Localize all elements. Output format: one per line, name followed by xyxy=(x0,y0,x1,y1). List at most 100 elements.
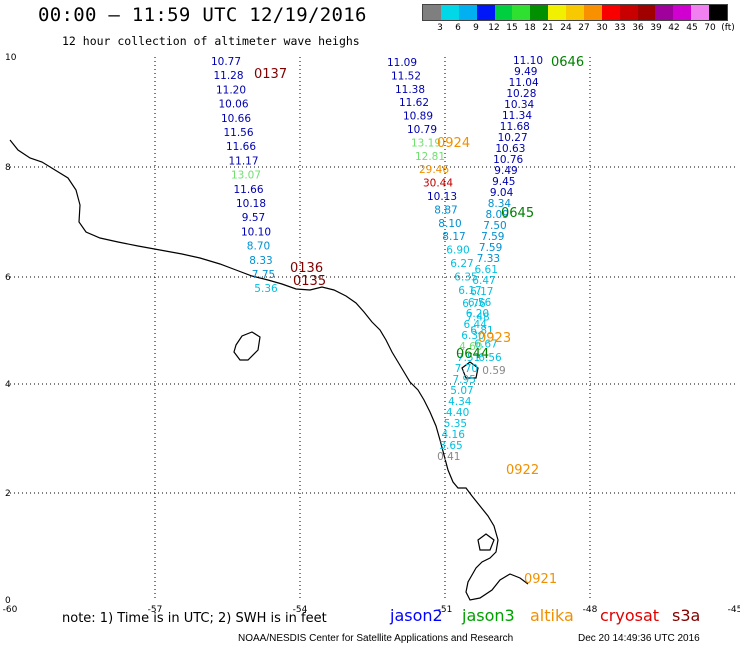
wave-height-value: 6.35 xyxy=(454,271,477,283)
wave-height-value: 10.77 xyxy=(211,56,241,68)
legend-swatch xyxy=(530,5,549,20)
legend-swatch xyxy=(601,5,620,20)
wave-height-value: 6.47 xyxy=(472,275,495,287)
legend-label: 24 xyxy=(560,23,572,33)
legend-label: 3 xyxy=(437,23,443,33)
wave-height-value: 6.17 xyxy=(458,285,481,297)
satellite-legend-jason3: jason3 xyxy=(462,606,515,625)
wave-height-value: 10.13 xyxy=(427,191,457,203)
legend-swatch xyxy=(673,5,692,20)
wave-height-value: 6.61 xyxy=(475,264,498,276)
wave-height-value: 9.57 xyxy=(242,212,265,224)
map-grid xyxy=(10,57,735,600)
wave-height-value: 6.81 xyxy=(470,325,493,337)
wave-height-value: 5.35 xyxy=(444,418,467,430)
legend-label: 27 xyxy=(578,23,590,33)
wave-height-value: 6.76 xyxy=(462,298,486,310)
wave-height-value: 11.20 xyxy=(216,84,246,96)
legend-label: 39 xyxy=(650,23,662,33)
wave-height-value: 9.49 xyxy=(494,165,517,177)
wave-height-value: 6.56 xyxy=(478,352,502,364)
legend-label: 9 xyxy=(473,23,479,33)
wave-height-value: 7.70 xyxy=(455,363,478,375)
wave-height-value: 8.17 xyxy=(442,231,465,243)
wave-height-value: 5.07 xyxy=(450,385,473,397)
wave-height-value: 11.09 xyxy=(387,57,417,69)
legend-label: 18 xyxy=(524,23,536,33)
legend-swatch xyxy=(548,5,566,20)
lat-tick-label: 0 xyxy=(5,596,11,606)
pass-id-label: 0646 xyxy=(551,55,584,70)
wave-height-value: 6.30 xyxy=(461,330,484,342)
pass-id-label: 0644 xyxy=(456,347,489,362)
wave-height-value: 10.34 xyxy=(504,99,534,111)
legend-swatch xyxy=(566,5,584,20)
legend-label: 33 xyxy=(614,23,626,33)
legend-swatch xyxy=(440,5,459,20)
wave-height-value: 9.04 xyxy=(490,187,514,199)
pass-id-label: 0924 xyxy=(437,136,470,151)
wave-height-value: 13.07 xyxy=(231,170,261,182)
legend-label: 6 xyxy=(455,23,461,33)
lon-tick-label: -51 xyxy=(438,605,453,615)
legend-label: 30 xyxy=(596,23,608,33)
wave-height-value: 6.17 xyxy=(470,286,493,298)
wave-height-value: 9.45 xyxy=(492,176,515,188)
legend-swatch xyxy=(423,5,441,20)
wave-height-value: 10.76 xyxy=(493,154,523,166)
legend-label: 36 xyxy=(632,23,644,33)
legend-swatch xyxy=(655,5,674,20)
wave-height-value: 11.04 xyxy=(509,77,539,89)
page-subtitle: 12 hour collection of altimeter wave hei… xyxy=(62,34,360,48)
wave-height-value: 4.34 xyxy=(448,396,472,408)
footer-credit: NOAA/NESDIS Center for Satellite Applica… xyxy=(238,633,514,644)
wave-height-value: 7.95 xyxy=(453,374,476,386)
wave-height-value: 8.33 xyxy=(249,255,272,267)
wave-height-value: 10.28 xyxy=(506,88,536,100)
legend-label: (ft) xyxy=(721,23,735,33)
lon-tick-label: -48 xyxy=(583,605,598,615)
wave-height-value: 10.18 xyxy=(236,198,266,210)
wave-height-value: 8.10 xyxy=(438,218,461,230)
pass-id-label: 0137 xyxy=(254,67,287,82)
wave-height-value: 6.44 xyxy=(464,319,488,331)
wave-height-value: 11.10 xyxy=(513,55,543,67)
wave-height-value: 4.60 xyxy=(459,341,482,353)
wave-height-value: 6.20 xyxy=(466,308,489,320)
latitude-tick-labels: 0 2 4 6 8 10 xyxy=(5,53,17,606)
wave-height-value: 7.50 xyxy=(483,220,506,232)
lat-tick-label: 10 xyxy=(5,53,17,63)
pass-id-label: 0921 xyxy=(524,572,557,587)
wave-height-value: 10.10 xyxy=(241,226,271,238)
wave-height-value: 13.19 xyxy=(411,137,441,149)
wave-height-value: 10.79 xyxy=(407,124,437,136)
wave-height-value: 8.87 xyxy=(434,204,457,216)
footer-timestamp: Dec 20 14:49:36 UTC 2016 xyxy=(578,633,700,644)
coastline xyxy=(9,139,529,601)
wave-height-value: 10.66 xyxy=(221,113,251,125)
wave-height-value: 0.59 xyxy=(482,365,505,377)
legend-label: 70 xyxy=(704,23,716,33)
wave-height-value: 0.41 xyxy=(437,451,460,463)
lat-tick-label: 2 xyxy=(5,489,11,499)
page-title: 00:00 — 11:59 UTC 12/19/2016 xyxy=(38,4,367,26)
satellite-legend-s3a: s3a xyxy=(672,606,701,625)
legend-swatch xyxy=(583,5,602,20)
legend-label-row: 3 6 9 12 15 18 21 24 27 30 33 36 39 42 45 70 (ft) xyxy=(422,21,735,35)
wave-height-value: 7.33 xyxy=(477,253,500,265)
island-outline xyxy=(233,331,261,361)
wave-height-value: 10.63 xyxy=(495,143,525,155)
legend-label: 21 xyxy=(542,23,554,33)
legend-label: 45 xyxy=(686,23,698,33)
wave-height-value: 7.59 xyxy=(479,242,502,254)
wave-height-value: 5.36 xyxy=(254,283,278,295)
wave-height-value: 6.56 xyxy=(468,297,492,309)
wave-height-value: 7.75 xyxy=(252,269,275,281)
wave-height-value: 10.06 xyxy=(218,99,248,111)
legend-swatch xyxy=(458,5,477,20)
legend-label: 15 xyxy=(506,23,518,33)
wave-height-value: 6.67 xyxy=(474,338,497,350)
